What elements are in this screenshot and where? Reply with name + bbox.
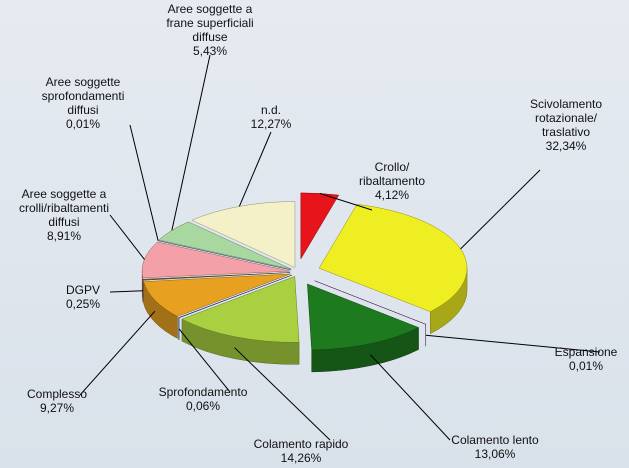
slice-label: Colamento lento 13,06% xyxy=(451,433,538,461)
value-label: 0,25% xyxy=(65,297,101,311)
category-label: DGPV xyxy=(65,283,100,297)
slice-label: Sprofondamento 0,06% xyxy=(159,385,248,413)
leader-line xyxy=(109,290,143,293)
slice-label: Espansione 0,01% xyxy=(555,345,618,373)
leader-line xyxy=(129,124,159,241)
leader-line xyxy=(178,328,231,393)
category-label: Aree soggette sprofondamenti diffusi xyxy=(41,75,125,117)
slice xyxy=(314,280,427,325)
category-label: Scivolamento rotazionale/ traslativo xyxy=(529,97,603,139)
value-label: 0,01% xyxy=(65,117,101,131)
slice-label: Scivolamento rotazionale/ traslativo 32,3… xyxy=(530,97,602,153)
slice xyxy=(178,274,292,319)
slice xyxy=(143,273,291,317)
slice-label: Aree soggette sprofondamenti diffusi 0,01… xyxy=(42,75,125,131)
value-label: 14,26% xyxy=(280,451,322,465)
value-label: 4,12% xyxy=(374,188,410,202)
category-label: Aree soggette a frane superficiali diffu… xyxy=(166,2,254,44)
category-label: n.d. xyxy=(260,103,282,117)
slice-label: Aree soggette a frane superficiali diffu… xyxy=(166,2,253,58)
value-label: 0,06% xyxy=(185,399,221,413)
slice xyxy=(300,192,340,260)
leader-line xyxy=(79,310,156,396)
leader-line xyxy=(234,347,331,441)
leader-line xyxy=(369,354,451,441)
category-label: Sprofondamento xyxy=(158,385,248,399)
leader-line xyxy=(171,54,211,231)
slice xyxy=(181,276,300,343)
slice-label: Crollo/ ribaltamento 4,12% xyxy=(359,160,425,202)
category-label: Colamento lento xyxy=(451,433,539,447)
leader-line xyxy=(319,192,373,211)
category-label: Complesso xyxy=(26,387,88,401)
slice xyxy=(307,283,420,351)
value-label: 9,27% xyxy=(39,401,75,415)
category-label: Crollo/ ribaltamento xyxy=(358,160,426,188)
leader-line xyxy=(109,214,145,260)
slice-label: n.d. 12,27% xyxy=(251,103,292,131)
value-label: 13,06% xyxy=(474,447,516,461)
slice xyxy=(141,241,291,279)
slice xyxy=(158,221,292,270)
slice-label: Colamento rapido 14,26% xyxy=(254,437,349,465)
value-label: 0,01% xyxy=(568,359,604,373)
slice xyxy=(318,204,468,312)
leader-line xyxy=(425,334,601,353)
slice-label: DGPV 0,25% xyxy=(66,283,100,311)
value-label: 5,43% xyxy=(192,44,228,58)
leader-line xyxy=(460,169,541,250)
slice-label: Complesso 9,27% xyxy=(27,387,87,415)
value-label: 8,91% xyxy=(46,229,82,243)
slice-label: Aree soggette a crolli/ribaltamenti diff… xyxy=(19,187,109,243)
leader-line xyxy=(238,131,272,207)
slice xyxy=(142,272,291,281)
value-label: 12,27% xyxy=(250,117,292,131)
category-label: Colamento rapido xyxy=(253,437,349,451)
category-label: Espansione xyxy=(554,345,618,359)
value-label: 32,34% xyxy=(545,139,587,153)
category-label: Aree soggette a crolli/ribaltamenti diff… xyxy=(18,187,110,229)
